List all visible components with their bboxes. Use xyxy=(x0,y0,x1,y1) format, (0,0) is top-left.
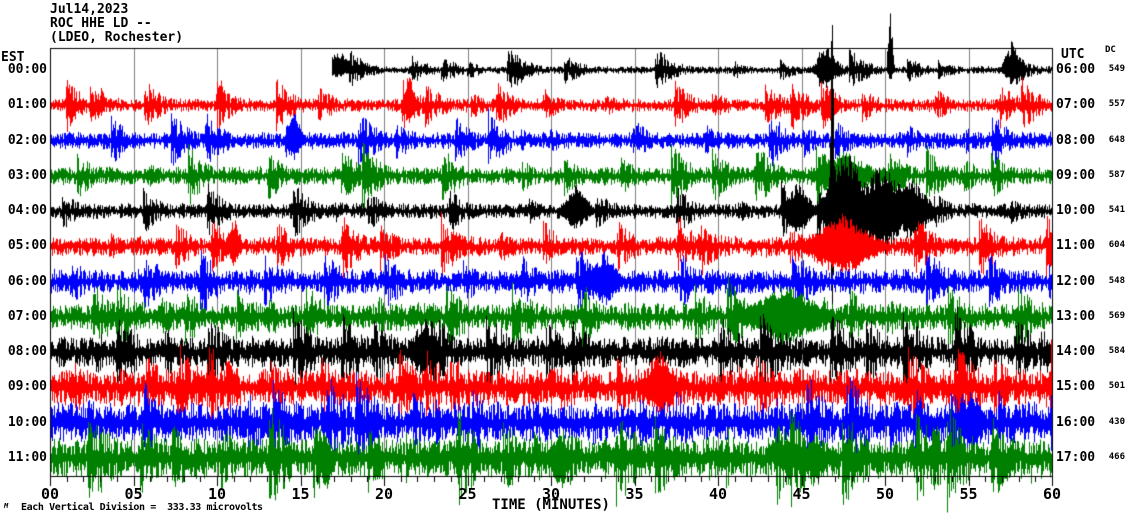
utc-time-label: 07:00 xyxy=(1056,97,1096,113)
est-time-label: 04:00 xyxy=(7,203,47,219)
x-tick-label: 50 xyxy=(875,485,895,503)
utc-time-label: 14:00 xyxy=(1056,344,1096,360)
dc-value: 604 xyxy=(1108,240,1125,251)
dc-value: 557 xyxy=(1108,99,1125,110)
est-time-label: 06:00 xyxy=(7,273,47,289)
x-tick-label: 15 xyxy=(291,485,310,503)
x-tick-label: 45 xyxy=(792,485,811,503)
utc-time-label: 13:00 xyxy=(1056,308,1096,324)
dc-value: 466 xyxy=(1108,451,1125,462)
utc-time-label: 08:00 xyxy=(1056,132,1096,148)
x-tick-label: 35 xyxy=(625,485,644,503)
est-axis-header: EST xyxy=(1,50,25,65)
est-time-label: 02:00 xyxy=(7,132,47,148)
x-tick-label: 10 xyxy=(207,485,227,503)
dc-value: 501 xyxy=(1108,381,1125,392)
utc-time-label: 09:00 xyxy=(1056,167,1096,183)
x-tick-label: 20 xyxy=(374,485,394,503)
est-time-label: 08:00 xyxy=(7,344,47,360)
dc-value: 569 xyxy=(1108,310,1125,321)
dc-value: 430 xyxy=(1108,416,1125,427)
x-tick-label: 25 xyxy=(458,485,477,503)
dc-value: 549 xyxy=(1108,64,1125,74)
utc-time-label: 10:00 xyxy=(1056,203,1096,219)
x-tick-label: 60 xyxy=(1042,485,1062,503)
utc-time-label: 16:00 xyxy=(1056,414,1096,430)
x-tick-label: 00 xyxy=(40,485,60,503)
x-tick-label: 05 xyxy=(124,485,143,503)
header-location: (LDEO, Rochester) xyxy=(50,30,184,45)
header-station: ROC HHE LD -- xyxy=(50,16,152,31)
utc-time-label: 06:00 xyxy=(1056,62,1096,77)
dc-value: 648 xyxy=(1108,134,1125,145)
dc-value: 587 xyxy=(1108,169,1125,180)
header-date: Jul14,2023 xyxy=(50,2,129,17)
dc-value: 541 xyxy=(1108,205,1125,216)
est-time-label: 00:00 xyxy=(7,62,47,77)
watermark-glyph: M xyxy=(4,502,9,510)
utc-axis-header: UTC xyxy=(1061,47,1085,62)
utc-time-label: 11:00 xyxy=(1056,238,1096,254)
x-tick-label: 30 xyxy=(541,485,561,503)
est-time-label: 03:00 xyxy=(7,167,47,183)
dc-value: 548 xyxy=(1108,275,1125,286)
scale-note: Each Vertical Division = 333.33 microvol… xyxy=(21,502,263,513)
est-time-label: 05:00 xyxy=(7,238,47,254)
est-time-label: 10:00 xyxy=(7,414,47,430)
utc-time-label: 15:00 xyxy=(1056,379,1096,395)
est-time-label: 01:00 xyxy=(7,97,47,113)
utc-time-label: 17:00 xyxy=(1056,449,1096,465)
x-tick-label: 40 xyxy=(708,485,728,503)
dc-value: 584 xyxy=(1108,346,1125,357)
est-time-label: 07:00 xyxy=(7,308,47,324)
utc-time-label: 12:00 xyxy=(1056,273,1096,289)
est-time-label: 11:00 xyxy=(7,449,47,465)
dc-axis-header: DC xyxy=(1105,45,1116,55)
x-axis-title: TIME (MINUTES) xyxy=(491,497,610,513)
x-tick-label: 55 xyxy=(959,485,978,503)
est-time-label: 09:00 xyxy=(7,379,47,395)
